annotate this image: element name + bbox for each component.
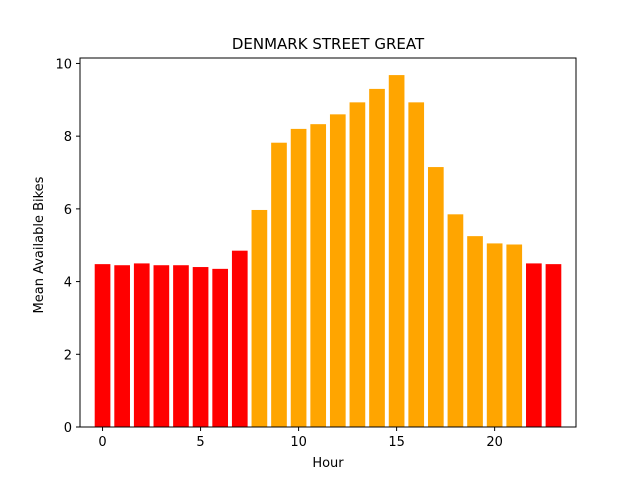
x-tick-label: 15	[388, 435, 405, 450]
y-axis-label: Mean Available Bikes	[32, 176, 47, 313]
bar-hour-2	[133, 263, 150, 427]
bar-hour-4	[173, 265, 189, 427]
y-tick-label: 2	[64, 348, 72, 363]
bar-hour-12	[329, 114, 346, 427]
plot-frame	[79, 57, 577, 428]
bar-hour-19	[467, 236, 483, 427]
bar-hour-18	[447, 214, 464, 427]
bar-hour-1	[114, 265, 130, 427]
x-tick-label: 20	[486, 435, 503, 450]
bar-hour-14	[369, 88, 385, 427]
chart-title: DENMARK STREET GREAT	[232, 35, 425, 53]
bar-hour-5	[192, 267, 209, 427]
bar-hour-11	[310, 124, 327, 427]
bar-hour-17	[427, 167, 444, 428]
bar-hour-21	[506, 244, 523, 427]
y-tick-label: 6	[64, 203, 72, 218]
bar-hour-22	[526, 263, 542, 427]
bar-hour-20	[486, 243, 503, 427]
bar-hour-9	[271, 142, 287, 427]
bar-hour-13	[349, 102, 366, 427]
bar-hour-23	[545, 264, 562, 427]
x-tick-label: 0	[98, 435, 106, 450]
bar-hour-6	[212, 268, 229, 427]
y-tick-label: 10	[55, 57, 72, 72]
y-axis-ticks: 0 2 4 6 8 10	[55, 57, 80, 436]
x-axis-label: Hour	[312, 456, 344, 471]
bars-group	[94, 75, 562, 428]
bar-hour-15	[388, 75, 405, 427]
y-tick-label: 4	[64, 276, 72, 291]
x-axis-ticks: 0 5 10 15 20	[98, 427, 503, 450]
bar-hour-0	[94, 264, 111, 427]
bar-hour-10	[290, 128, 307, 427]
y-tick-label: 0	[64, 421, 72, 436]
x-tick-label: 10	[290, 435, 307, 450]
bar-hour-16	[408, 102, 425, 427]
bar-hour-3	[153, 265, 170, 427]
y-tick-label: 8	[64, 130, 72, 145]
x-tick-label: 5	[196, 435, 204, 450]
bar-hour-7	[231, 250, 248, 427]
bar-hour-8	[251, 209, 268, 427]
